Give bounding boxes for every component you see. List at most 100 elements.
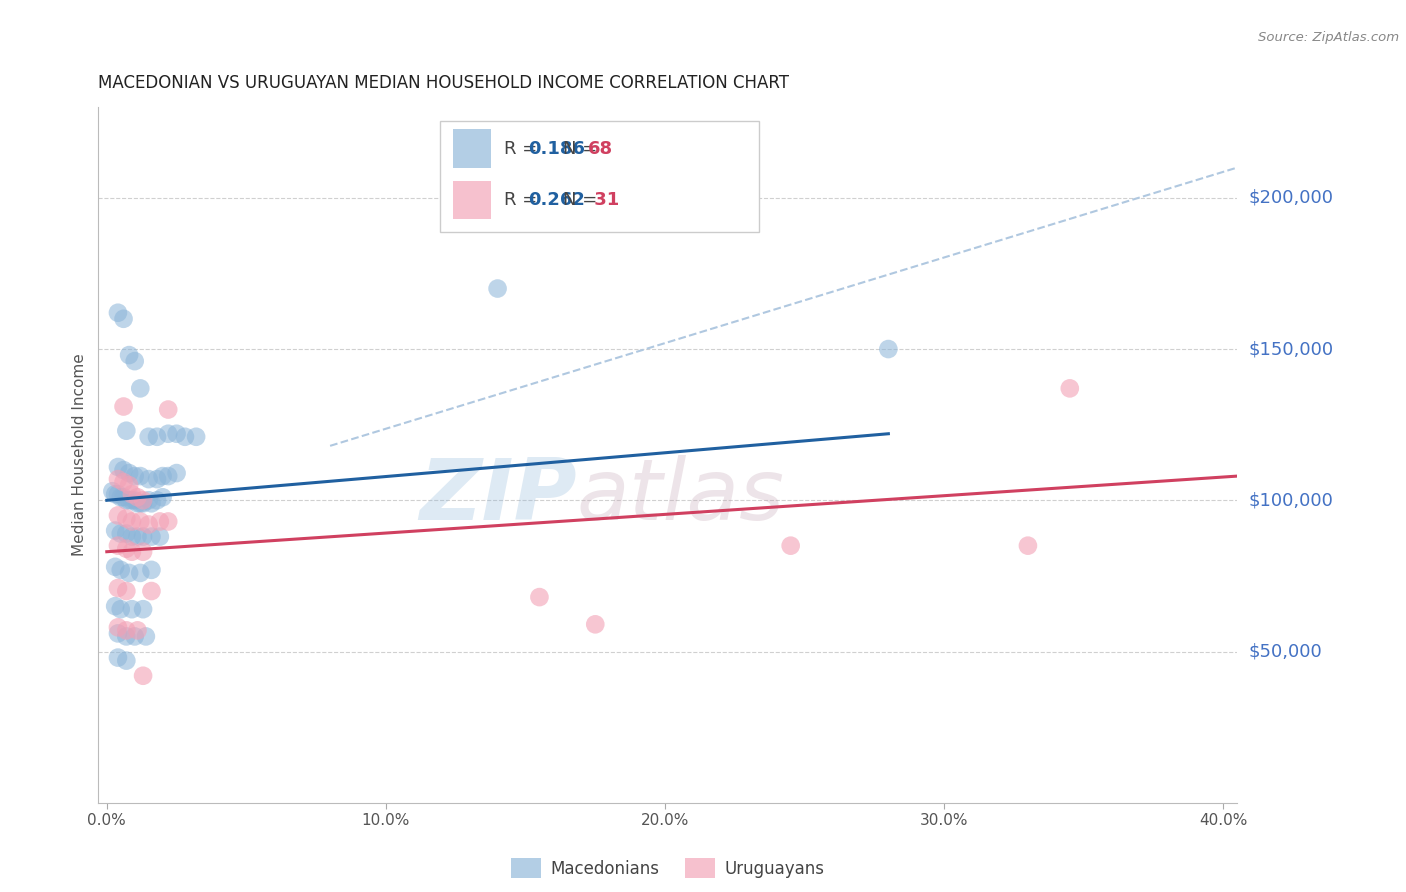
Point: [118, 478, 141, 492]
Point: [129, 469, 152, 483]
Point: [110, 602, 132, 616]
Text: MACEDONIAN VS URUGUAYAN MEDIAN HOUSEHOLD INCOME CORRELATION CHART: MACEDONIAN VS URUGUAYAN MEDIAN HOUSEHOLD…: [98, 74, 789, 92]
Legend: Macedonians, Uruguayans: Macedonians, Uruguayans: [505, 851, 831, 885]
Point: [129, 381, 152, 395]
Point: [174, 430, 197, 444]
Text: R =: R =: [503, 140, 543, 158]
Point: [166, 426, 188, 441]
Point: [124, 629, 146, 643]
Text: 0.262: 0.262: [527, 191, 585, 209]
Text: atlas: atlas: [576, 455, 785, 538]
Y-axis label: Median Household Income: Median Household Income: [72, 353, 87, 557]
Point: [152, 490, 174, 504]
Text: $200,000: $200,000: [1249, 189, 1333, 207]
Text: $50,000: $50,000: [1249, 642, 1322, 661]
Point: [101, 484, 124, 499]
Point: [115, 624, 138, 638]
Point: [112, 400, 135, 414]
Point: [132, 496, 155, 510]
Point: [157, 469, 180, 483]
Point: [129, 496, 152, 510]
Point: [104, 487, 127, 501]
Point: [166, 466, 188, 480]
Text: $150,000: $150,000: [1249, 340, 1333, 358]
Point: [118, 493, 141, 508]
Point: [149, 515, 172, 529]
Point: [115, 526, 138, 541]
Point: [121, 530, 143, 544]
Point: [118, 566, 141, 580]
Point: [141, 563, 163, 577]
Point: [112, 490, 135, 504]
Text: 31: 31: [588, 191, 620, 209]
Point: [121, 515, 143, 529]
Point: [132, 602, 155, 616]
Point: [146, 493, 169, 508]
Point: [121, 545, 143, 559]
Point: [779, 539, 801, 553]
Point: [124, 469, 146, 483]
Point: [132, 530, 155, 544]
Point: [107, 508, 129, 523]
Point: [107, 306, 129, 320]
Point: [112, 475, 135, 490]
Text: R =: R =: [503, 191, 543, 209]
Point: [107, 581, 129, 595]
Point: [104, 599, 127, 614]
Point: [135, 629, 157, 643]
Point: [146, 472, 169, 486]
Point: [110, 526, 132, 541]
Point: [107, 460, 129, 475]
Point: [877, 342, 900, 356]
Text: N =: N =: [562, 191, 603, 209]
Point: [115, 511, 138, 525]
Point: [127, 490, 149, 504]
Point: [1059, 381, 1081, 395]
Point: [132, 545, 155, 559]
Point: [157, 426, 180, 441]
Point: [157, 402, 180, 417]
Point: [132, 669, 155, 683]
Point: [1017, 539, 1039, 553]
Point: [115, 654, 138, 668]
Point: [138, 517, 160, 532]
Text: $100,000: $100,000: [1249, 491, 1333, 509]
Point: [115, 584, 138, 599]
Point: [110, 563, 132, 577]
Point: [141, 530, 163, 544]
Point: [141, 584, 163, 599]
Text: 68: 68: [588, 140, 613, 158]
Point: [132, 493, 155, 508]
Point: [118, 348, 141, 362]
Point: [486, 281, 509, 295]
Point: [138, 493, 160, 508]
Point: [107, 650, 129, 665]
Point: [121, 493, 143, 508]
Point: [118, 466, 141, 480]
Point: [107, 539, 129, 553]
Point: [583, 617, 606, 632]
Point: [115, 424, 138, 438]
Point: [124, 493, 146, 508]
Point: [121, 487, 143, 501]
Point: [112, 463, 135, 477]
Point: [146, 430, 169, 444]
Text: N =: N =: [562, 140, 603, 158]
Point: [115, 541, 138, 556]
Point: [121, 602, 143, 616]
Point: [107, 472, 129, 486]
Point: [529, 590, 551, 604]
Point: [107, 626, 129, 640]
Point: [104, 559, 127, 574]
Point: [107, 487, 129, 501]
Point: [157, 515, 180, 529]
Text: Source: ZipAtlas.com: Source: ZipAtlas.com: [1258, 31, 1399, 45]
Text: 0.186: 0.186: [527, 140, 585, 158]
Point: [184, 430, 207, 444]
Point: [124, 354, 146, 368]
Point: [127, 624, 149, 638]
Point: [107, 620, 129, 634]
Point: [149, 530, 172, 544]
Point: [152, 469, 174, 483]
Point: [104, 524, 127, 538]
